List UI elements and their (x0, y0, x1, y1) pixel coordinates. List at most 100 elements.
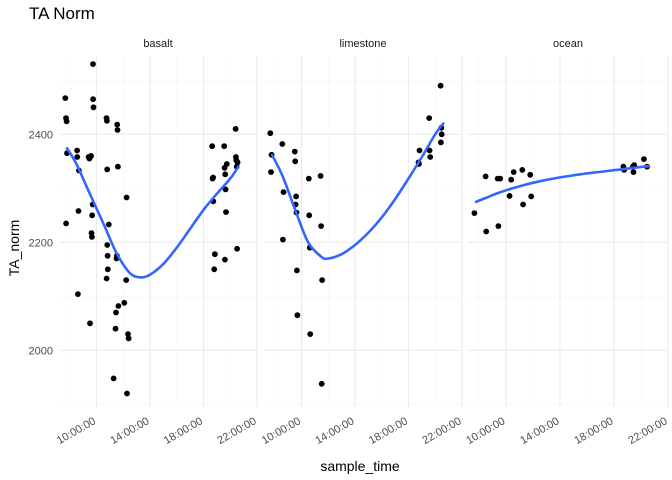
data-point (114, 121, 121, 128)
x-tick-label: 14:00:00 (313, 415, 356, 447)
data-point (112, 325, 119, 332)
data-point (103, 275, 110, 282)
y-tick-label: 2200 (29, 237, 53, 249)
x-tick-label: 14:00:00 (518, 415, 561, 447)
data-point (211, 266, 218, 273)
data-point (482, 173, 489, 180)
data-point (508, 176, 515, 183)
data-point (630, 169, 637, 176)
data-point (497, 175, 504, 182)
data-point (294, 312, 301, 319)
data-point (483, 228, 490, 235)
data-point (307, 331, 314, 337)
x-tick-label: 10:00:00 (260, 415, 303, 447)
data-point (210, 174, 217, 181)
data-point (223, 161, 230, 167)
data-point (212, 251, 218, 258)
data-point (306, 212, 313, 219)
facet-basalt: 10:00:00 14:00:00 18:00:00 22:00:00 basalt (55, 38, 259, 447)
y-tick-label: 2000 (29, 345, 53, 357)
x-axis-title: sample_time (320, 458, 400, 474)
data-point (294, 267, 300, 274)
x-tick-label: 18:00:00 (572, 415, 615, 447)
x-tick-label: 22:00:00 (420, 415, 463, 447)
data-point (87, 320, 93, 327)
data-point (75, 291, 81, 297)
data-point (438, 131, 445, 138)
smooth-trend-line (270, 122, 445, 261)
data-point (89, 212, 96, 219)
data-point (641, 156, 647, 163)
data-point (317, 173, 324, 179)
smooth-trend-line (474, 164, 651, 204)
data-point (319, 277, 325, 283)
data-point (510, 169, 517, 176)
data-point (267, 130, 274, 137)
data-point (426, 147, 433, 154)
data-point (110, 375, 117, 382)
data-point (222, 171, 229, 178)
data-point (438, 139, 444, 146)
chart-title: TA Norm (29, 4, 95, 23)
facet-limestone: 10:00:00 14:00:00 18:00:00 22:00:00 limeston… (260, 38, 464, 447)
data-point (437, 82, 444, 89)
y-axis-title: TA_norm (6, 220, 22, 277)
data-point (234, 159, 241, 166)
data-point (89, 234, 95, 240)
smooth-trend-line (65, 147, 240, 279)
data-point (495, 223, 502, 230)
data-point (416, 147, 423, 154)
y-axis-ticks: 2000 2200 2400 (29, 129, 53, 357)
data-point (223, 209, 229, 216)
data-point (74, 154, 81, 160)
data-point (222, 186, 229, 193)
data-point (104, 266, 111, 273)
data-point (123, 194, 130, 201)
data-point (63, 220, 69, 227)
x-tick-label: 14:00:00 (108, 415, 151, 447)
data-point (279, 141, 286, 147)
data-point (234, 245, 241, 252)
facet-strip-label: ocean (553, 38, 583, 50)
y-tick-label: 2400 (29, 129, 53, 141)
data-point (104, 242, 111, 248)
data-point (115, 163, 121, 170)
data-point (115, 303, 122, 309)
data-point (104, 117, 110, 124)
facet-strip-label: basalt (143, 38, 172, 50)
data-point (123, 277, 130, 283)
data-point (75, 208, 82, 214)
data-point (426, 115, 433, 121)
data-point (209, 143, 216, 150)
data-point (222, 256, 228, 263)
x-tick-label: 18:00:00 (162, 415, 205, 447)
data-point (293, 193, 299, 200)
data-point (280, 236, 286, 243)
x-tick-label: 22:00:00 (215, 415, 258, 447)
data-point (105, 221, 112, 228)
facet-ocean: 10:00:00 14:00:00 18:00:00 22:00:00 ocean (464, 38, 669, 447)
data-point (90, 104, 97, 111)
data-point (124, 390, 130, 397)
data-point (63, 118, 70, 125)
data-point (527, 171, 534, 178)
data-point (528, 193, 535, 200)
facet-panels: 10:00:00 14:00:00 18:00:00 22:00:00basalt10… (55, 38, 670, 447)
data-point (232, 125, 239, 132)
data-point (280, 189, 287, 196)
x-tick-label: 22:00:00 (626, 415, 669, 447)
data-point (88, 153, 94, 159)
data-point (125, 335, 132, 342)
data-point (104, 166, 111, 173)
x-tick-label: 10:00:00 (464, 415, 507, 447)
data-point (318, 380, 325, 387)
facet-strip-label: limestone (339, 38, 386, 50)
data-point (292, 158, 299, 165)
x-tick-label: 10:00:00 (55, 415, 98, 447)
data-point (471, 210, 478, 217)
data-point (268, 169, 274, 176)
data-point (114, 127, 121, 133)
data-point (90, 96, 96, 103)
data-point (291, 148, 298, 155)
